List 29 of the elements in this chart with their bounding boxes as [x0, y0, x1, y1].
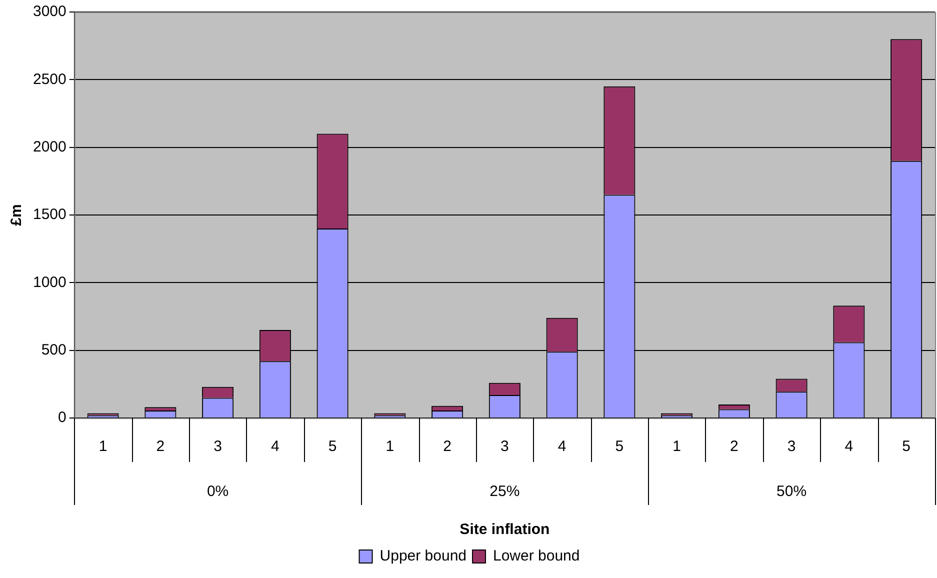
- y-axis-title: £m: [8, 204, 26, 226]
- x-tick-label: 4: [558, 438, 566, 456]
- text: 0%: [206, 483, 229, 500]
- x-tick-label: 4: [844, 438, 854, 456]
- x-tick-label: 3: [787, 438, 796, 456]
- x-tick-label: 1: [672, 438, 681, 456]
- x-axis-title: Site inflation: [460, 521, 550, 538]
- y-tick-label: 1500: [32, 206, 66, 224]
- y-tick-label: 3000: [32, 3, 66, 20]
- y-tick-label: 1000: [32, 274, 66, 291]
- text: 25%: [490, 483, 520, 500]
- x-tick-label: 2: [443, 438, 452, 456]
- x-tick-label: 5: [902, 438, 910, 456]
- x-tick-label: 2: [730, 438, 738, 456]
- x-tick-label: 4: [271, 438, 280, 456]
- y-tick-label: 2500: [32, 70, 66, 88]
- x-tick-label: 5: [328, 438, 337, 456]
- legend-label: Upper bound: [380, 548, 466, 565]
- y-tick-label: 500: [41, 341, 66, 358]
- y-tick-label: 0: [58, 409, 66, 426]
- x-tick-label: 5: [615, 438, 624, 456]
- legend-label: Lower bound: [493, 548, 580, 565]
- text: 50%: [776, 483, 807, 500]
- y-tick-label: 2000: [32, 138, 66, 156]
- x-tick-label: 1: [98, 438, 108, 456]
- x-tick-label: 3: [214, 438, 222, 456]
- x-tick-label: 3: [500, 438, 509, 456]
- x-tick-label: 1: [386, 438, 394, 456]
- x-tick-label: 2: [156, 438, 165, 456]
